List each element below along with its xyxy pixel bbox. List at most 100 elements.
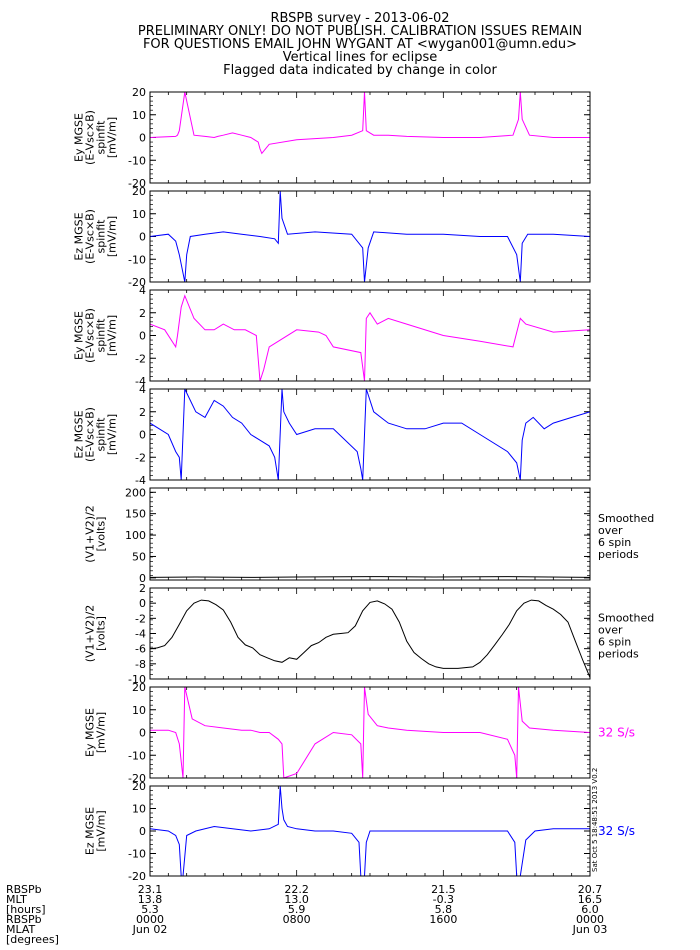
x-tick-label: 0000 xyxy=(136,913,164,926)
panel-note: 6 spin xyxy=(598,636,631,649)
ez-mgse-spinfit-panel: 20 10 0 -10 -20 Ez MGSE(E-Vsc×B)spinfit[mV/m] xyxy=(73,185,591,289)
ez-mgse-32sps-series-line xyxy=(150,786,590,876)
ez-mgse-spinfit-zoom-panel: 4 2 0 -2 -4 Ez MGSE(E-Vsc×B)spinfit[mV/m] xyxy=(73,383,591,487)
timestamp-stamp: Sat Oct 5 18:48:51 2013 V0.2 xyxy=(591,768,599,872)
ey-mgse-spinfit-series-line xyxy=(150,92,590,155)
y-axis-label-line: [mV/m] xyxy=(106,216,119,257)
y-axis-label-line: (E-Vsc×B) xyxy=(84,308,97,363)
x-tick-label: Jun 02 xyxy=(132,923,168,936)
ey-mgse-32sps-series-line xyxy=(150,687,590,778)
panel-frame xyxy=(149,686,591,779)
x-tick-label: 1600 xyxy=(429,913,457,926)
y-axis-label-line: spinfit xyxy=(95,318,108,353)
y-axis-label-line: [mV/m] xyxy=(95,712,108,753)
panel-note: 32 S/s xyxy=(598,824,635,838)
y-axis-label-line: [mV/m] xyxy=(106,315,119,356)
y-axis-label-line: Ey MGSE xyxy=(84,708,97,757)
y-tick-label: 10 xyxy=(132,704,146,717)
y-axis-label-line: Ez MGSE xyxy=(84,807,97,855)
x-tick-label: 21.5 xyxy=(431,883,456,896)
y-tick-label: 0 xyxy=(139,572,146,585)
y-tick-label: 2 xyxy=(139,307,146,320)
y-tick-label: 20 xyxy=(132,780,146,793)
panel-frame xyxy=(149,388,591,481)
x-tick-label: 20.7 xyxy=(578,883,603,896)
y-axis-label-line: [mV/m] xyxy=(106,414,119,455)
x-tick-label: 5.3 xyxy=(141,903,159,916)
y-tick-label: 4 xyxy=(139,383,146,396)
panel-note: over xyxy=(598,524,623,537)
y-tick-label: -10 xyxy=(128,673,146,686)
y-tick-label: 200 xyxy=(125,486,146,499)
y-tick-label: -10 xyxy=(128,253,146,266)
y-tick-label: -2 xyxy=(135,352,146,365)
header-line-2: PRELIMINARY ONLY! DO NOT PUBLISH. CALIBR… xyxy=(137,24,583,39)
panel-note: over xyxy=(598,624,623,637)
y-tick-label: 10 xyxy=(132,109,146,122)
x-axis-label-line: RBSPb xyxy=(6,913,42,926)
panel-note: 6 spin xyxy=(598,536,631,549)
y-tick-label: 0 xyxy=(139,330,146,343)
y-tick-label: -10 xyxy=(128,154,146,167)
ey-mgse-spinfit-zoom-series-line xyxy=(150,294,590,381)
x-tick-label: 13.0 xyxy=(284,893,309,906)
y-axis-label-line: [volts] xyxy=(95,517,108,552)
ey-mgse-spinfit-panel: 20 10 0 -10 -20 Ey MGSE(E-Vsc×B)spinfit[mV/m] xyxy=(73,86,591,190)
y-tick-label: 0 xyxy=(139,825,146,838)
y-tick-label: 20 xyxy=(132,86,146,99)
y-axis-label-line: Ez MGSE xyxy=(73,212,86,260)
x-axis-label-line: MLT xyxy=(6,893,27,906)
ey-mgse-32sps-panel: 20 10 0 -10 -20 Ey MGSE[mV/m] 32 S/s xyxy=(84,681,636,785)
y-axis-label-line: [mV/m] xyxy=(95,810,108,851)
y-tick-label: 4 xyxy=(139,284,146,297)
y-tick-label: 2 xyxy=(139,406,146,419)
y-tick-label: 50 xyxy=(132,550,146,563)
y-axis-label-line: (E-Vsc×B) xyxy=(84,110,97,165)
y-tick-label: -10 xyxy=(128,848,146,861)
panel-frame xyxy=(149,91,591,184)
panel-note: Smoothed xyxy=(598,512,654,525)
y-tick-label: 100 xyxy=(125,529,146,542)
y-tick-label: -20 xyxy=(128,177,146,190)
header-line-5: Flagged data indicated by change in colo… xyxy=(223,63,497,78)
y-tick-label: 0 xyxy=(139,727,146,740)
x-tick-label: -0.3 xyxy=(433,893,454,906)
x-tick-label: 22.2 xyxy=(284,883,309,896)
x-axis-label-line: [hours] xyxy=(6,903,46,916)
x-tick-label: 0000 xyxy=(576,913,604,926)
panel-note: Smoothed xyxy=(598,612,654,625)
panel-frame xyxy=(149,487,591,581)
y-axis-label-line: spinfit xyxy=(95,219,108,254)
v1-v2-sum-smoothed-panel: 200 150 100 50 0 (V1+V2)/2[volts] Smoothedover… xyxy=(84,486,655,585)
x-tick-label: 5.8 xyxy=(435,903,453,916)
y-tick-label: 2 xyxy=(139,582,146,595)
ez-mgse-spinfit-series-line xyxy=(150,191,590,282)
y-tick-label: 150 xyxy=(125,508,146,521)
y-tick-label: -4 xyxy=(135,628,146,641)
x-tick-label: Jun 03 xyxy=(572,923,608,936)
panel-note: 32 S/s xyxy=(598,726,635,740)
y-tick-label: -4 xyxy=(135,375,146,388)
y-tick-label: -6 xyxy=(135,643,146,656)
panel-frame xyxy=(149,289,591,382)
y-axis-label-line: Ey MGSE xyxy=(73,113,86,162)
y-axis-label-line: spinfit xyxy=(95,417,108,452)
y-tick-label: 20 xyxy=(132,185,146,198)
x-tick-label: 13.8 xyxy=(138,893,163,906)
y-tick-label: 20 xyxy=(132,681,146,694)
y-axis-label-line: (V1+V2)/2 xyxy=(84,605,97,663)
y-axis-label-line: Ey MGSE xyxy=(73,311,86,360)
y-tick-label: 0 xyxy=(139,132,146,145)
y-tick-label: 10 xyxy=(132,803,146,816)
x-tick-label: 23.1 xyxy=(138,883,163,896)
x-axis-label-line: [degrees] xyxy=(6,933,59,946)
v1-v2-sum-smoothed-series-line xyxy=(150,576,590,578)
panel-note: periods xyxy=(598,648,639,661)
panel-frame xyxy=(149,587,591,680)
y-tick-label: -20 xyxy=(128,772,146,785)
y-axis-label-line: (V1+V2)/2 xyxy=(84,505,97,563)
y-tick-label: -2 xyxy=(135,612,146,625)
y-tick-label: -10 xyxy=(128,749,146,762)
